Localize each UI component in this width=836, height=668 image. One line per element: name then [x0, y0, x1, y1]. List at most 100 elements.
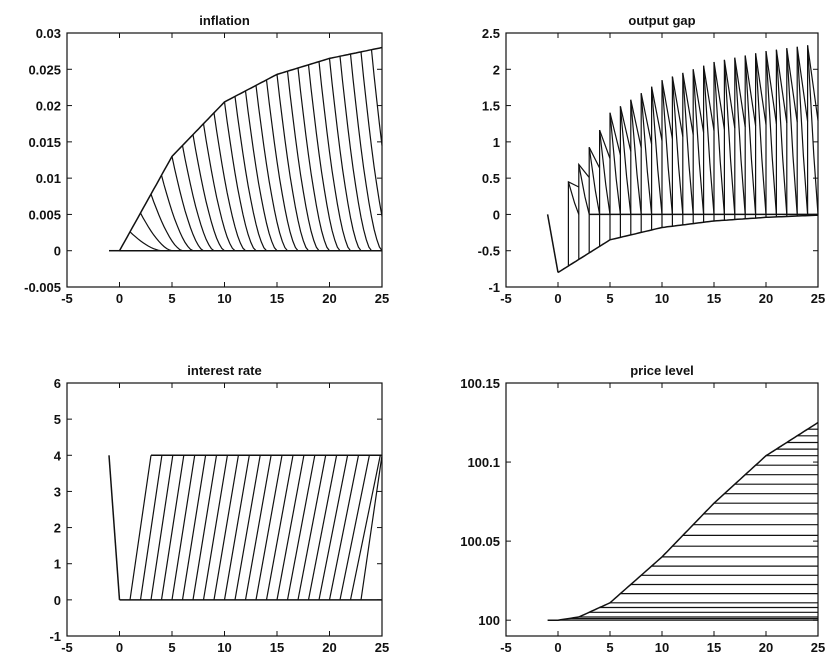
x-tick-label: -5 [500, 291, 512, 306]
y-tick-label: 2 [54, 521, 61, 536]
series-path [682, 72, 694, 215]
x-tick-label: 10 [655, 291, 669, 306]
series-path [276, 74, 309, 252]
series-path [734, 57, 746, 215]
y-tick-label: 0.02 [36, 99, 61, 114]
y-axis-price-level: 100 100.05 100.1 100.15 [460, 376, 818, 628]
y-tick-label: -1 [488, 280, 500, 295]
series-path [213, 455, 239, 600]
series-path [297, 67, 330, 252]
series-path [171, 455, 196, 600]
series-path [588, 147, 601, 215]
x-tick-label: 0 [116, 640, 123, 655]
x-tick-label: 10 [217, 291, 231, 306]
y-axis-interest-rate: -1 0 1 2 3 4 5 6 [49, 376, 382, 644]
series-path [129, 231, 162, 252]
series-path [567, 180, 580, 266]
y-tick-label: 0.025 [28, 62, 61, 77]
series-path [307, 64, 341, 252]
series-path [692, 69, 705, 215]
series-path [244, 455, 272, 601]
series-path [671, 76, 684, 215]
series-path [286, 71, 320, 252]
series-path [567, 181, 580, 215]
y-tick-label: 0.015 [28, 135, 61, 150]
series-path [619, 106, 632, 215]
panel-inflation: inflation -5 0 5 10 15 20 25 -0.005 0 0.005 0.01 0… [24, 13, 389, 306]
series-path [807, 45, 819, 215]
series-path [234, 455, 261, 601]
y-tick-label: 1.5 [482, 99, 500, 114]
x-tick-label: 10 [217, 640, 231, 655]
y-tick-label: 0.01 [36, 171, 61, 186]
x-axis-price-level: -5 0 5 10 15 20 25 [500, 383, 825, 655]
series-path [318, 455, 349, 601]
series-path [588, 147, 601, 253]
x-tick-label: 0 [554, 640, 561, 655]
y-tick-label: 1 [493, 135, 500, 150]
series-path [160, 175, 194, 252]
x-tick-label: 25 [375, 640, 389, 655]
y-tick-label: 3 [54, 484, 61, 499]
y-tick-label: 100.15 [460, 376, 500, 391]
y-tick-label: 100.1 [467, 455, 500, 470]
y-tick-label: 0 [54, 244, 61, 259]
series-path [796, 46, 809, 215]
panel-output-gap: output gap -5 0 5 10 15 20 25 -1 -0.5 0 0.5 1 1.5 2 2… [478, 13, 826, 306]
plot-area-output-gap [546, 45, 819, 274]
x-tick-label: 15 [270, 291, 284, 306]
y-tick-label: 0.005 [28, 207, 61, 222]
chart-title-output-gap: output gap [628, 13, 695, 28]
series-path [192, 134, 225, 252]
series-path [223, 101, 257, 252]
series-path [265, 79, 299, 252]
series-path [202, 455, 228, 600]
y-tick-label: 4 [54, 448, 62, 463]
series-path [765, 51, 777, 215]
x-tick-label: 5 [606, 291, 613, 306]
series-path [255, 455, 283, 601]
series-path [223, 455, 250, 601]
series-path [181, 455, 207, 600]
x-tick-label: 20 [322, 291, 336, 306]
series-lower-envelope [557, 214, 819, 274]
series-path [775, 49, 788, 215]
x-tick-label: 15 [270, 640, 284, 655]
series-path [139, 455, 163, 600]
axes-box-inflation [66, 32, 383, 288]
y-tick-label: 0.03 [36, 26, 61, 41]
series-path [744, 55, 757, 215]
series-path [786, 48, 798, 215]
series-path [328, 455, 360, 601]
y-tick-label: 2.5 [482, 26, 500, 41]
series-path [578, 164, 590, 215]
series-path [703, 65, 715, 215]
series-path [234, 96, 267, 252]
series-path [255, 85, 288, 252]
plot-area-inflation [109, 46, 383, 252]
series-path [307, 455, 338, 601]
series-path [640, 93, 653, 215]
series-path [244, 90, 278, 252]
series-path [339, 455, 370, 601]
series-path [265, 455, 294, 601]
panel-interest-rate: interest rate -5 0 5 10 15 20 25 -1 0 1 2 3 4 5 6 [49, 363, 389, 655]
series-path [171, 156, 204, 252]
series-path [755, 53, 767, 215]
x-axis-inflation: -5 0 5 10 15 20 25 [61, 33, 389, 306]
plot-area-price-level [547, 421, 819, 621]
series-path [339, 56, 372, 252]
x-tick-label: 25 [375, 291, 389, 306]
x-tick-label: -5 [61, 291, 73, 306]
series-path [661, 80, 673, 215]
y-tick-label: -0.5 [478, 244, 500, 259]
series-path [328, 58, 362, 252]
x-tick-label: 5 [606, 640, 613, 655]
x-tick-label: 25 [811, 640, 825, 655]
series-path [349, 455, 381, 601]
y-tick-label: 0 [493, 207, 500, 222]
series-path [297, 455, 327, 601]
x-tick-label: 0 [116, 291, 123, 306]
series-path [129, 455, 152, 600]
